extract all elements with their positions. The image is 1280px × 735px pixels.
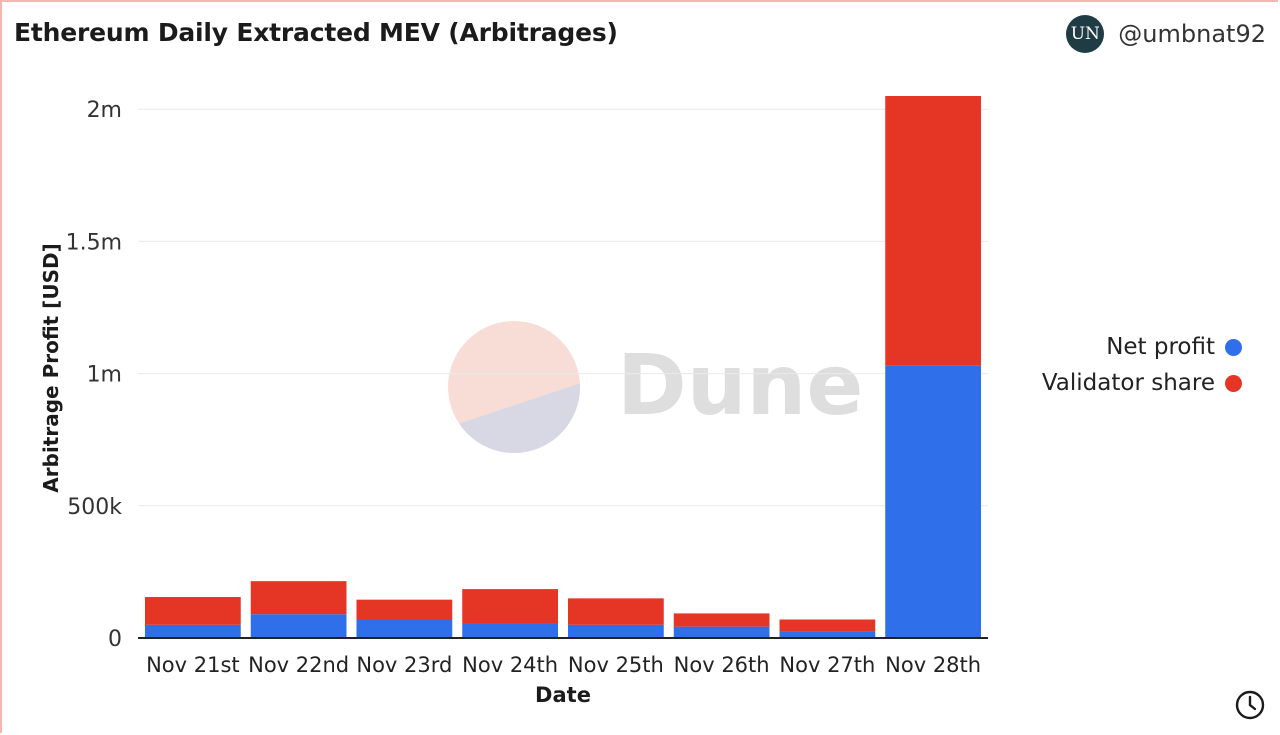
x-tick-label: Nov 27th (779, 653, 875, 677)
bar-validator-share (356, 599, 453, 620)
bar-net-profit (356, 619, 453, 638)
legend-label: Validator share (1041, 370, 1215, 396)
x-tick-label: Nov 25th (568, 653, 664, 677)
bar-validator-share (779, 619, 876, 632)
x-tick-label: Nov 26th (674, 653, 770, 677)
y-tick-label: 1.5m (66, 230, 122, 255)
bar-net-profit (568, 624, 664, 638)
author-badge[interactable]: UN @umbnat92 (1066, 15, 1266, 53)
legend-item-validator-share[interactable]: Validator share (1042, 370, 1242, 396)
author-avatar[interactable]: UN (1066, 15, 1105, 53)
y-gridlines (138, 108, 988, 507)
bar-net-profit (250, 614, 347, 638)
bar-validator-share (673, 613, 770, 627)
y-axis-label: Arbitrage Profit [USD] (39, 243, 63, 492)
y-tick-label: 1m (87, 363, 122, 388)
x-tick-label: Nov 24th (462, 653, 558, 677)
x-axis-label: Date (535, 683, 591, 707)
x-tick-label: Nov 28th (885, 653, 981, 677)
bar-net-profit (145, 624, 241, 638)
chart-title: Ethereum Daily Extracted MEV (Arbitrages… (14, 18, 618, 47)
bar-validator-share (462, 589, 558, 624)
y-tick-label: 500k (67, 495, 122, 520)
bar-validator-share (885, 96, 981, 366)
legend-label: Net profit (1106, 334, 1215, 360)
bar-validator-share (145, 597, 241, 625)
x-tick-label: Nov 22nd (248, 653, 349, 677)
bar-validator-share (250, 581, 347, 615)
x-tick-label: Nov 23rd (356, 653, 452, 677)
watermark-text: Dune (617, 336, 863, 434)
author-name[interactable]: @umbnat92 (1118, 20, 1266, 48)
bar-validator-share (568, 598, 664, 625)
legend-swatch (1225, 338, 1242, 356)
bar-net-profit (779, 631, 876, 638)
bar-net-profit (462, 623, 558, 638)
x-tick-labels: Nov 21st Nov 22nd Nov 23rd Nov 24th Nov 25th… (146, 653, 981, 677)
legend: Net profit Validator share (1042, 334, 1242, 396)
bar-net-profit (885, 365, 981, 638)
bars (145, 96, 981, 638)
legend-item-net-profit[interactable]: Net profit (1106, 334, 1242, 360)
clock-icon[interactable] (1234, 689, 1266, 721)
legend-swatch (1225, 374, 1242, 392)
y-tick-label: 0 (108, 627, 122, 652)
y-tick-labels: 0 500k 1m 1.5m 2m (66, 98, 123, 652)
y-tick-label: 2m (87, 98, 122, 123)
dune-watermark: Dune (448, 321, 863, 453)
x-tick-label: Nov 21st (146, 653, 240, 677)
bar-net-profit (673, 626, 770, 638)
